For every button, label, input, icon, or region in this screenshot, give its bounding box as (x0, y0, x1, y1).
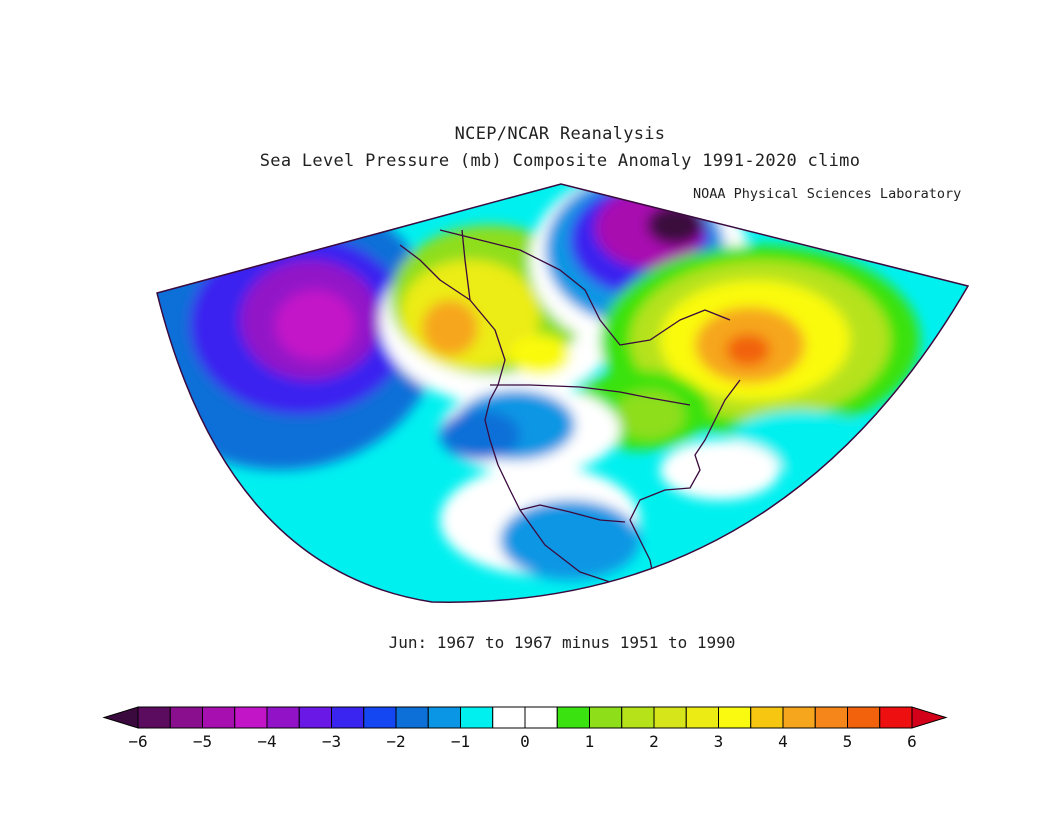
colorbar-tick-label: −3 (322, 732, 341, 751)
field-wus-2 (440, 410, 520, 460)
field-pac-4 (275, 290, 355, 360)
colorbar-bin (556, 706, 590, 729)
colorbar-bin (685, 706, 719, 729)
us-canada-border (490, 384, 691, 406)
colorbar-bin (202, 706, 236, 729)
coast-gulf (629, 379, 741, 586)
map-boundary (156, 183, 970, 603)
chart-subtitle: Sea Level Pressure (mb) Composite Anomal… (259, 151, 861, 171)
colorbar-bin (234, 706, 268, 729)
colorbar-tick-label: −4 (257, 732, 276, 751)
colorbar-tick-label: 1 (585, 732, 595, 751)
colorbar-tick-label: 3 (714, 732, 724, 751)
credit-label: NOAA Physical Sciences Laboratory (693, 186, 962, 202)
colorbar-bin (750, 706, 784, 729)
colorbar-tick-label: 0 (520, 732, 530, 751)
colorbar-tick-label: −5 (193, 732, 212, 751)
colorbar-bin (331, 706, 365, 729)
colorbar-tick-label: −1 (451, 732, 470, 751)
coast-arctic (439, 229, 731, 346)
colorbar-bin (266, 706, 300, 729)
colorbar-bin (460, 706, 494, 729)
field-atl-4 (726, 334, 770, 366)
colorbar-tick-label: 6 (907, 732, 917, 751)
colorbar-bin (879, 706, 913, 729)
field-gak-4 (510, 335, 570, 375)
colorbar-bin (718, 706, 752, 729)
colorbar-bin (427, 706, 461, 729)
us-mexico-border (519, 504, 626, 523)
field-atl-white (660, 440, 780, 500)
colorbar-bin (589, 706, 623, 729)
colorbar-bin (137, 706, 171, 729)
colorbar-bin (492, 706, 526, 729)
colorbar-bin (363, 706, 397, 729)
alaska-border (461, 229, 471, 301)
colorbar-tick-label: −2 (386, 732, 405, 751)
colorbar-bin (653, 706, 687, 729)
field-gl-1 (615, 390, 685, 440)
colorbar-tick-label: 2 (649, 732, 659, 751)
colorbar-bin (524, 706, 558, 729)
colorbar-bin (169, 706, 203, 729)
colorbar-over-arrow (911, 706, 948, 729)
colorbar-tick-label: 5 (843, 732, 853, 751)
colorbar-bin (395, 706, 429, 729)
colorbar-under-arrow (102, 706, 139, 729)
colorbar-bin (814, 706, 848, 729)
coast-west (399, 244, 656, 591)
field-gak-3 (422, 300, 478, 356)
colorbar-bin (298, 706, 332, 729)
colorbar-bin (621, 706, 655, 729)
chart-title: NCEP/NCAR Reanalysis (454, 124, 666, 144)
colorbar-tick-label: −6 (128, 732, 147, 751)
period-label: Jun: 1967 to 1967 minus 1951 to 1990 (388, 633, 736, 652)
colorbar-bin (782, 706, 816, 729)
colorbar-bin (847, 706, 881, 729)
colorbar-tick-label: 4 (778, 732, 788, 751)
